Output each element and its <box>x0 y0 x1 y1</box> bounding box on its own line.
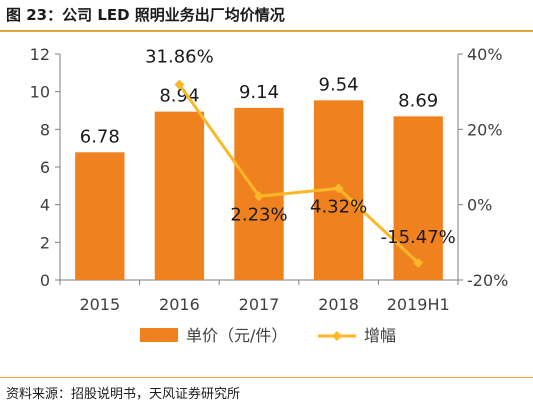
right-tick-label: -20% <box>467 271 508 290</box>
category-label: 2017 <box>239 295 280 314</box>
growth-value-label: 2.23% <box>230 204 287 225</box>
figure-title: 图 23：公司 LED 照明业务出厂均价情况 <box>6 6 285 24</box>
growth-value-label: -15.47% <box>381 227 456 248</box>
growth-marker <box>333 183 344 194</box>
price-chart: 0 2 4 6 8 10 12 -20% 0% 20% 40% 2015 2016 2017 2018 201… <box>30 45 509 345</box>
left-tick-label: 6 <box>40 158 50 177</box>
legend-line-label: 增幅 <box>364 326 396 345</box>
left-tick-label: 12 <box>30 45 50 64</box>
growth-marker <box>413 257 424 268</box>
bar <box>393 116 443 280</box>
growth-value-label: 31.86% <box>145 47 214 68</box>
source-note: 资料来源：招股说明书，天风证券研究所 <box>6 387 241 402</box>
growth-value-label: 4.32% <box>310 196 367 217</box>
category-label: 2018 <box>318 295 359 314</box>
right-tick-label: 40% <box>467 45 503 64</box>
growth-line <box>178 83 420 265</box>
right-tick-label: 20% <box>467 120 503 139</box>
right-tick-label: 0% <box>467 196 492 215</box>
bar <box>75 152 125 280</box>
growth-marker <box>174 79 185 90</box>
chart-area: 0 2 4 6 8 10 12 -20% 0% 20% 40% 2015 2016 2017 2018 201… <box>0 32 533 372</box>
left-tick-label: 0 <box>40 271 50 290</box>
bar-value-label: 8.94 <box>159 86 199 107</box>
legend-bar-label: 单价（元/件） <box>186 326 287 345</box>
bar-value-label: 9.54 <box>319 74 359 95</box>
left-tick-label: 2 <box>40 233 50 252</box>
title-divider <box>0 30 533 32</box>
growth-marker <box>254 191 264 202</box>
legend-line-marker <box>332 331 342 341</box>
left-tick-label: 10 <box>30 83 50 102</box>
bar <box>154 111 205 280</box>
left-tick-label: 8 <box>40 120 50 139</box>
left-tick-label: 4 <box>40 196 50 215</box>
bar-value-label: 6.78 <box>80 126 120 147</box>
category-label: 2015 <box>79 295 120 314</box>
category-label: 2019H1 <box>387 295 450 314</box>
legend-bar-swatch <box>140 328 178 342</box>
figure-title-bar: 图 23：公司 LED 照明业务出厂均价情况 <box>0 0 533 30</box>
bar-value-label: 8.69 <box>398 90 438 111</box>
category-label: 2016 <box>159 295 200 314</box>
bar-value-label: 9.14 <box>239 82 279 103</box>
source-divider <box>0 377 533 378</box>
